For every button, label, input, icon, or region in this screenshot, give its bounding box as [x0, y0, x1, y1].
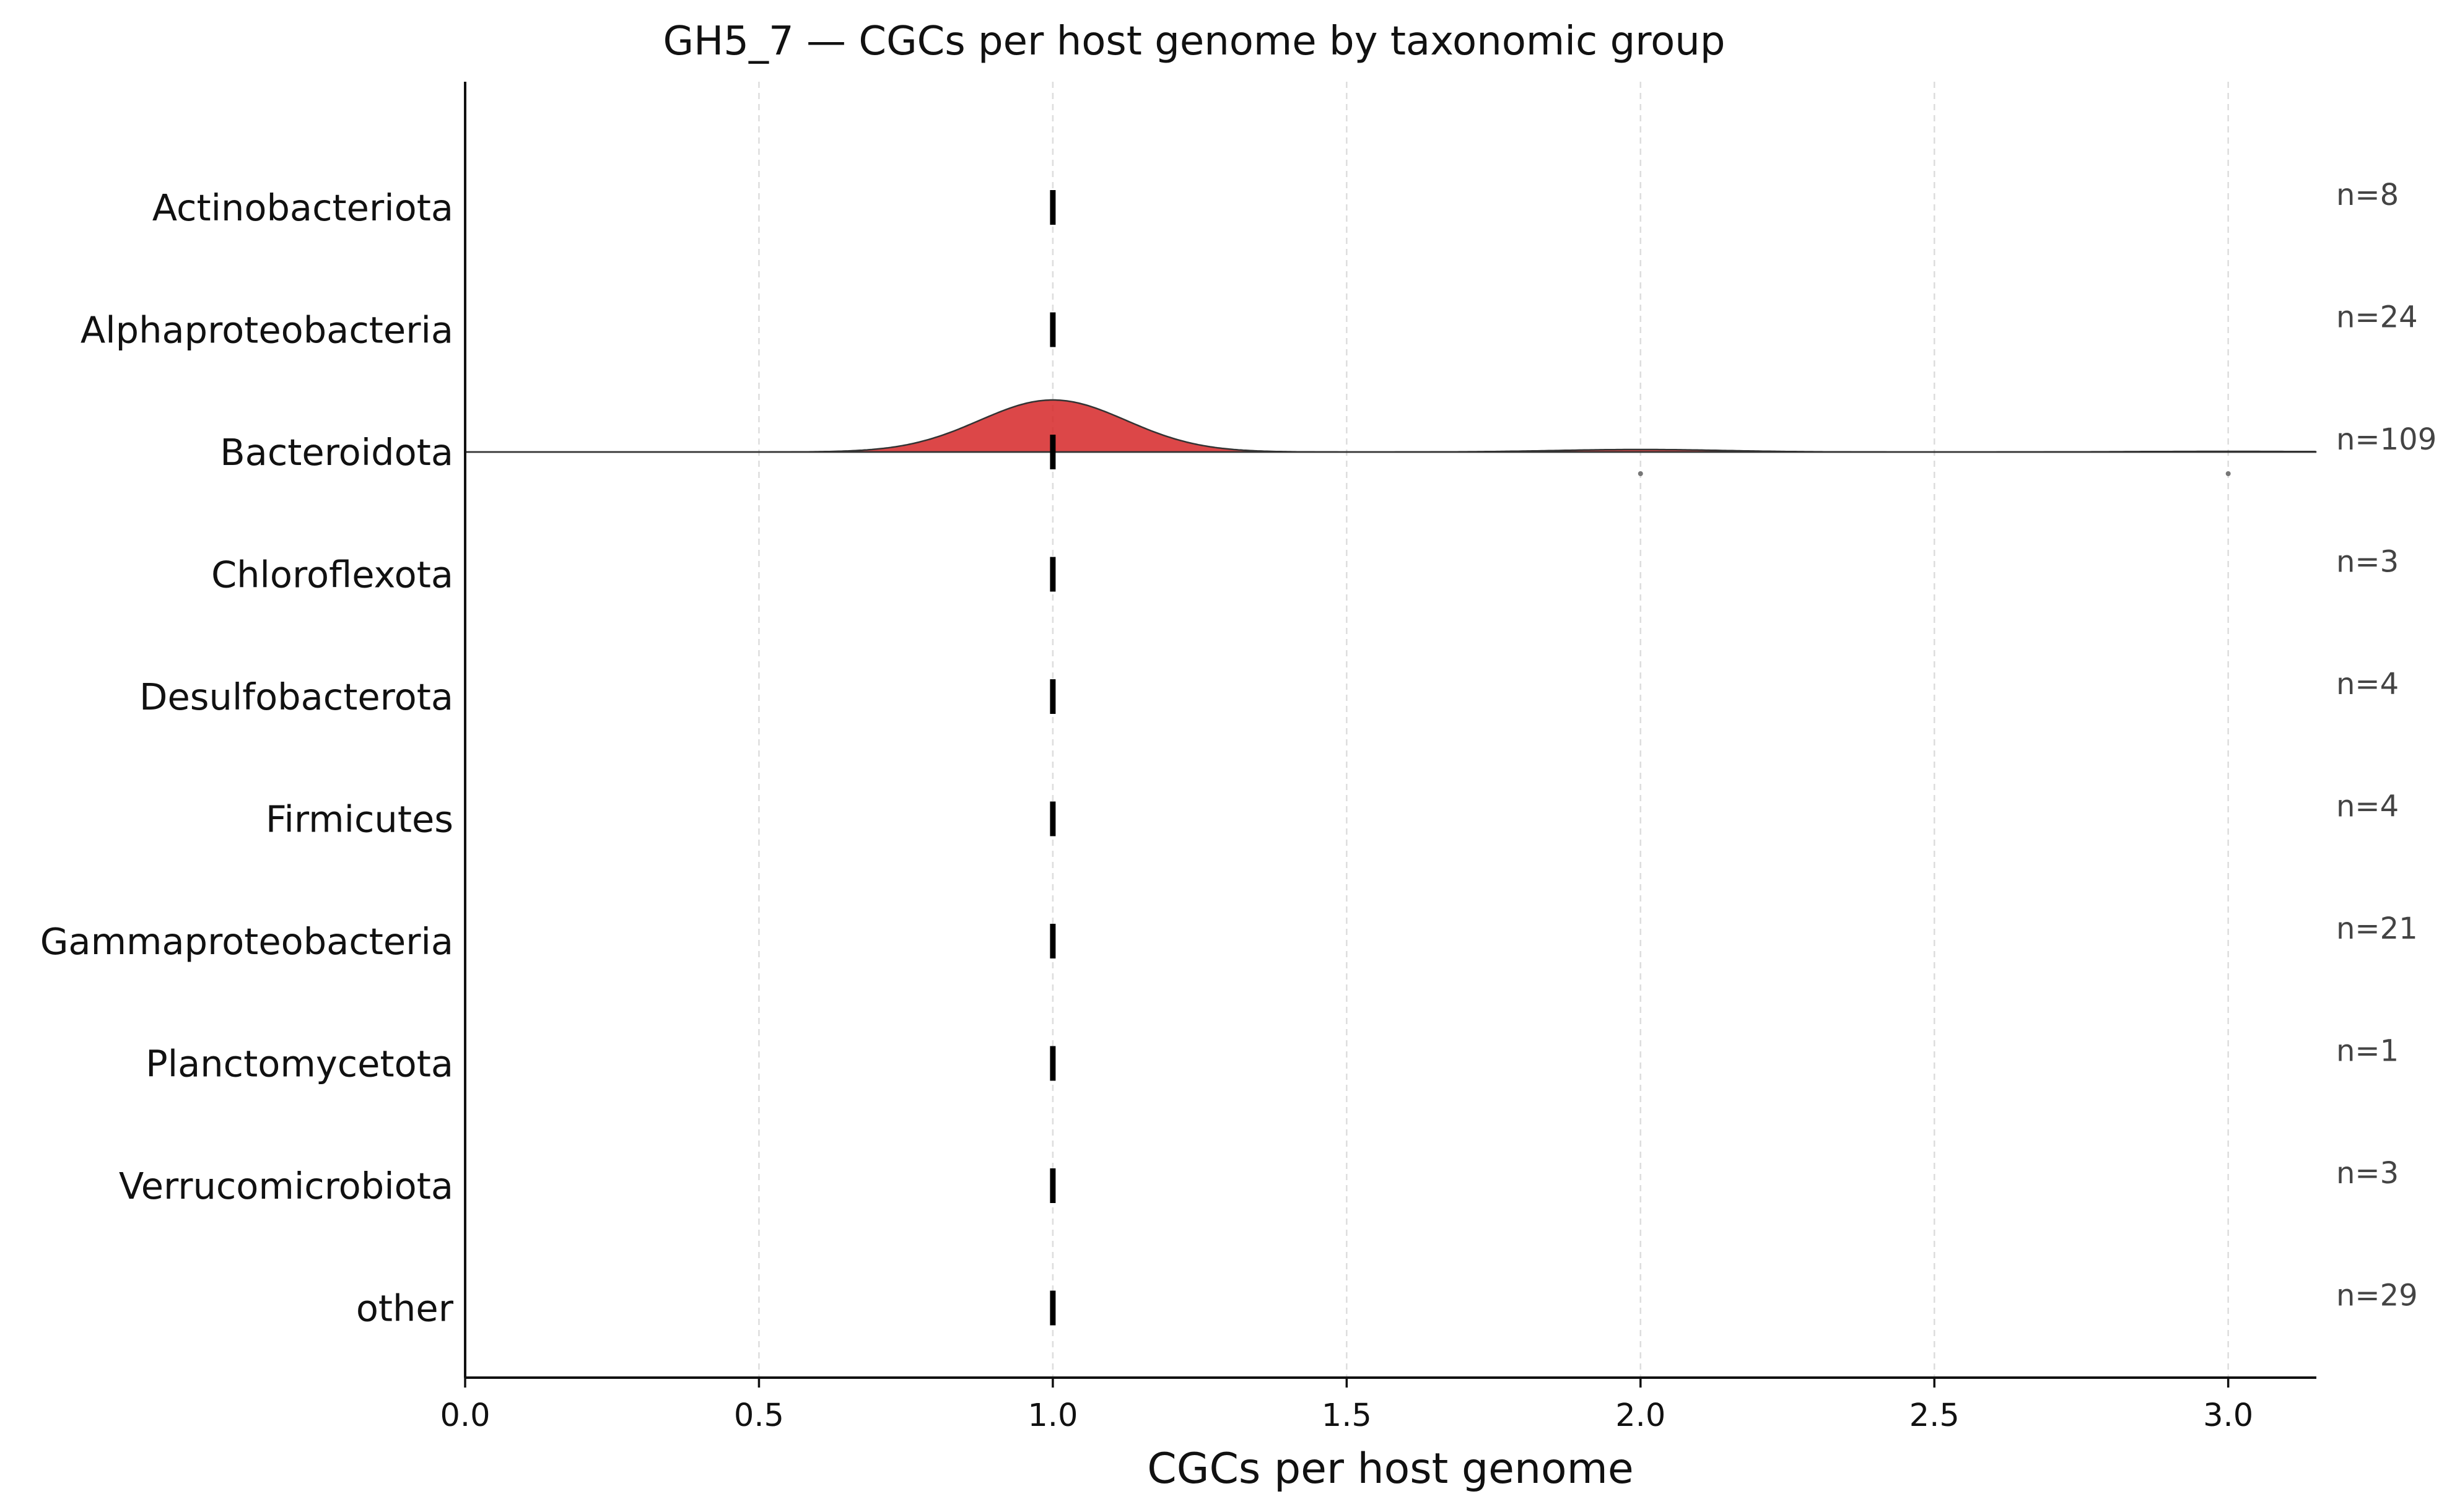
sample-count-label: n=8 [2336, 178, 2399, 212]
category-label: Desulfobacterota [139, 676, 453, 718]
x-tick-label: 0.5 [734, 1397, 784, 1434]
data-point [2225, 471, 2231, 476]
x-axis-label: CGCs per host genome [1147, 1445, 1633, 1493]
density-ridge [465, 399, 2317, 453]
ridge-layer [465, 399, 2317, 476]
sample-count-label: n=29 [2336, 1279, 2418, 1313]
sample-count-label: n=4 [2336, 667, 2399, 702]
sample-count-label: n=24 [2336, 300, 2418, 335]
sample-count-label: n=109 [2336, 422, 2437, 457]
chart-title: GH5_7 — CGCs per host genome by taxonomi… [663, 19, 1726, 64]
category-label: Bacteroidota [220, 431, 453, 474]
category-label: other [356, 1287, 454, 1330]
category-label: Alphaproteobacteria [81, 309, 453, 352]
grid-layer [464, 82, 2229, 1378]
x-tick-label: 0.0 [440, 1397, 490, 1434]
category-label: Chloroflexota [211, 554, 453, 596]
category-label: Gammaproteobacteria [40, 920, 453, 963]
x-tick-label: 1.0 [1027, 1397, 1078, 1434]
x-tick-label: 3.0 [2203, 1397, 2253, 1434]
x-tick-label: 2.0 [1615, 1397, 1665, 1434]
sample-count-label: n=21 [2336, 911, 2418, 946]
sample-count-label: n=4 [2336, 789, 2399, 824]
sample-count-label: n=1 [2336, 1034, 2399, 1069]
category-label: Planctomycetota [146, 1043, 453, 1085]
data-point [1638, 471, 1643, 476]
category-label: Firmicutes [266, 798, 453, 841]
x-tick-label: 2.5 [1909, 1397, 1960, 1434]
sample-count-label: n=3 [2336, 545, 2399, 580]
x-tick-label: 1.5 [1322, 1397, 1372, 1434]
category-label: Actinobacteriota [152, 186, 453, 229]
tick-layer: 0.0 0.5 1.0 1.5 2.0 2.5 3.0 [440, 1378, 2253, 1434]
axis-layer [464, 82, 2316, 1379]
label-layer: Actinobacteriota n=8 Alphaproteobacteria n=… [40, 178, 2437, 1330]
category-label: Verrucomicrobiota [119, 1165, 453, 1207]
sample-count-label: n=3 [2336, 1156, 2399, 1191]
